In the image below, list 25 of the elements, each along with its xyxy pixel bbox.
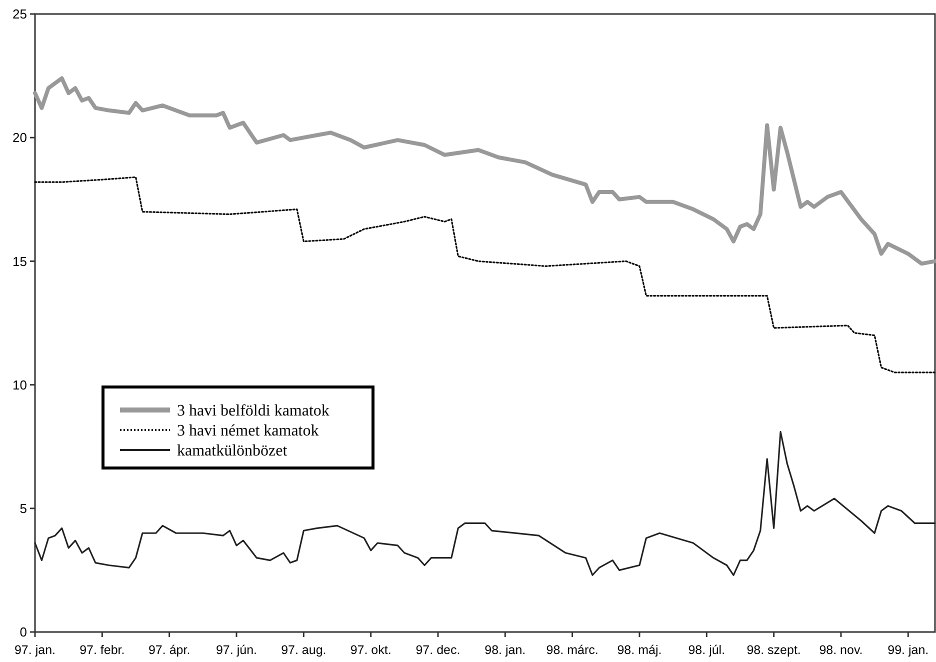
x-tick-label: 97. aug. (281, 643, 326, 657)
x-tick-label: 97. ápr. (148, 643, 190, 657)
x-tick-label: 97. jún. (216, 643, 257, 657)
x-tick-label: 97. jan. (14, 643, 56, 657)
y-tick-label: 5 (20, 500, 27, 516)
y-tick-label: 15 (12, 254, 27, 269)
x-tick-label: 98. júl. (688, 643, 726, 657)
x-tick-label: 98. szept. (746, 643, 801, 657)
x-tick-label: 98. nov. (819, 643, 863, 657)
line-series (34, 176, 936, 374)
y-tick-label: 0 (20, 624, 27, 640)
legend-label: 3 havi belföldi kamatok (177, 402, 330, 420)
y-tick-label: 25 (12, 6, 27, 22)
y-tick-label: 10 (12, 377, 27, 392)
legend-label: kamatkülönbözet (177, 442, 288, 460)
x-tick-label: 97. okt. (350, 643, 392, 657)
x-tick-label: 98. jan. (484, 643, 526, 657)
y-tick-label: 20 (12, 130, 27, 146)
x-tick-label: 98. máj. (617, 643, 662, 657)
x-tick-label: 98. márc. (546, 643, 598, 657)
legend-label: 3 havi német kamatok (177, 422, 319, 440)
line-series (33, 76, 936, 266)
x-tick-label: 97. febr. (80, 643, 125, 657)
x-tick-label: 97. dec. (416, 643, 460, 657)
x-tick-label: 99. jan. (888, 643, 929, 657)
